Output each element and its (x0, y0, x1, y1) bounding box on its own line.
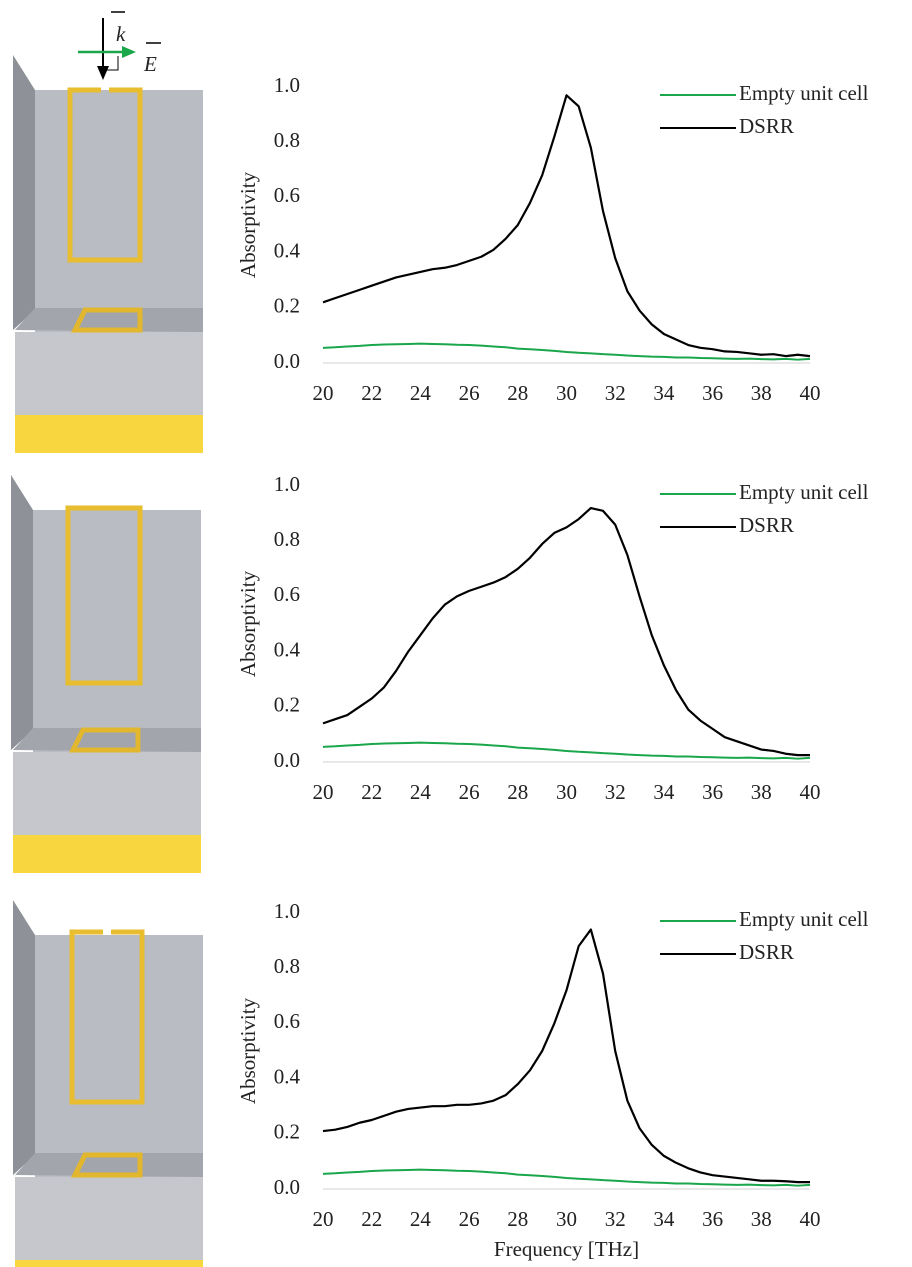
y-tick-label: 0.4 (274, 238, 301, 262)
y-tick-label: 0.8 (274, 954, 300, 978)
y-axis-title: Absorptivity (236, 171, 260, 278)
y-tick-label: 0.0 (274, 748, 300, 772)
x-tick-label: 24 (410, 780, 432, 804)
x-tick-label: 32 (605, 381, 626, 405)
x-tick-label: 20 (313, 1207, 334, 1231)
k-label: k (116, 22, 126, 46)
x-tick-label: 26 (459, 1207, 480, 1231)
figure: k E 0.0 0.2 0.4 0.6 0.8 1.0 20 22 24 26 28 30 32 34 36… (0, 0, 912, 1267)
x-tick-label: 26 (459, 381, 480, 405)
legend-label: DSRR (739, 940, 794, 964)
x-tick-label: 40 (800, 381, 821, 405)
x-tick-label: 22 (361, 381, 382, 405)
x-tick-label: 24 (410, 1207, 432, 1231)
y-tick-label: 0.2 (274, 1120, 300, 1144)
legend-label: Empty unit cell (739, 907, 869, 931)
x-tick-label: 36 (702, 780, 723, 804)
x-tick-label: 28 (507, 1207, 528, 1231)
e-label: E (143, 52, 157, 76)
line-series (323, 930, 810, 1183)
y-tick-label: 0.2 (274, 294, 300, 318)
x-tick-label: 30 (556, 780, 577, 804)
y-tick-label: 0.8 (274, 128, 300, 152)
y-axis-title: Absorptivity (236, 997, 260, 1104)
y-tick-label: 0.0 (274, 349, 300, 373)
x-axis-title: Frequency [THz] (494, 1237, 639, 1261)
x-tick-label: 34 (653, 1207, 675, 1231)
y-tick-label: 1.0 (274, 472, 300, 496)
x-tick-label: 28 (507, 780, 528, 804)
x-tick-label: 34 (653, 780, 675, 804)
x-tick-label: 24 (410, 381, 432, 405)
y-axis-title: Absorptivity (236, 570, 260, 677)
x-tick-label: 20 (313, 780, 334, 804)
x-tick-label: 38 (751, 381, 772, 405)
legend-label: Empty unit cell (739, 480, 869, 504)
y-tick-label: 1.0 (274, 73, 300, 97)
x-tick-label: 36 (702, 381, 723, 405)
y-tick-label: 0.8 (274, 527, 300, 551)
line-series (323, 743, 810, 759)
x-tick-label: 20 (313, 381, 334, 405)
x-tick-label: 28 (507, 381, 528, 405)
y-tick-label: 0.4 (274, 1064, 301, 1088)
unit-cell-2 (11, 475, 201, 873)
x-tick-label: 34 (653, 381, 675, 405)
unit-cell-3 (13, 900, 203, 1267)
x-tick-label: 22 (361, 780, 382, 804)
y-tick-label: 0.6 (274, 1009, 300, 1033)
unit-cell-1 (13, 55, 203, 453)
y-tick-label: 1.0 (274, 899, 300, 923)
legend-label: Empty unit cell (739, 81, 869, 105)
x-tick-label: 30 (556, 1207, 577, 1231)
y-tick-label: 0.4 (274, 637, 301, 661)
line-series (323, 508, 810, 755)
x-tick-label: 38 (751, 780, 772, 804)
legend-label: DSRR (739, 513, 794, 537)
y-tick-label: 0.6 (274, 183, 300, 207)
y-tick-label: 0.6 (274, 582, 300, 606)
x-tick-label: 26 (459, 780, 480, 804)
x-tick-label: 36 (702, 1207, 723, 1231)
x-tick-label: 30 (556, 381, 577, 405)
field-arrows: k E (78, 12, 161, 80)
x-tick-label: 22 (361, 1207, 382, 1231)
x-tick-label: 38 (751, 1207, 772, 1231)
y-tick-label: 0.2 (274, 693, 300, 717)
legend-label: DSRR (739, 114, 794, 138)
y-tick-label: 0.0 (274, 1175, 300, 1199)
line-series (323, 95, 810, 356)
x-tick-label: 32 (605, 1207, 626, 1231)
x-tick-label: 40 (800, 1207, 821, 1231)
x-tick-label: 40 (800, 780, 821, 804)
x-tick-label: 32 (605, 780, 626, 804)
